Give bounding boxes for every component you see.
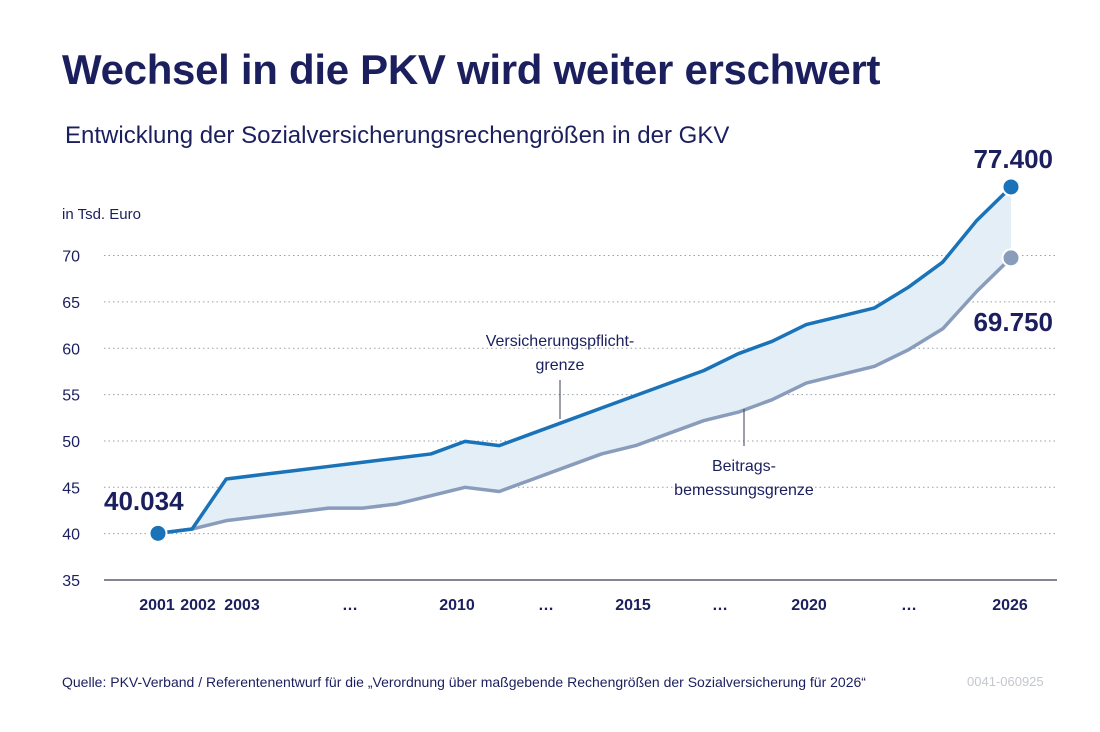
band-area <box>158 186 1011 534</box>
x-tick-label-5: … <box>538 597 554 614</box>
end-point-marker-versicherungspflichtgrenze <box>1001 177 1021 197</box>
series-label-versicherungspflichtgrenze-line-2: grenze <box>536 357 585 374</box>
y-tick-label-50: 50 <box>62 434 80 451</box>
series-line-versicherungspflichtgrenze <box>157 185 1013 536</box>
x-tick-label-0: 2001 <box>139 597 175 614</box>
x-tick-label-2: 2003 <box>224 597 260 614</box>
series-label-beitragsbemessungsgrenze-line-1: Beitrags- <box>712 458 776 475</box>
y-tick-label-65: 65 <box>62 295 80 312</box>
series-label-beitragsbemessungsgrenze-line-2: bemessungsgrenze <box>674 482 814 499</box>
source-note: Quelle: PKV-Verband / Referentenentwurf … <box>62 674 866 690</box>
x-tick-label-4: 2010 <box>439 597 475 614</box>
start-point-marker <box>148 523 168 543</box>
x-tick-label-10: 2026 <box>992 597 1028 614</box>
x-tick-label-9: … <box>901 597 917 614</box>
chart-title: Wechsel in die PKV wird weiter erschwert <box>62 46 881 93</box>
x-tick-label-3: … <box>342 597 358 614</box>
x-tick-label-6: 2015 <box>615 597 651 614</box>
y-tick-label-35: 35 <box>62 573 80 590</box>
y-axis-unit-label: in Tsd. Euro <box>62 206 141 223</box>
y-tick-label-70: 70 <box>62 249 80 266</box>
x-tick-label-8: 2020 <box>791 597 827 614</box>
chart-subtitle: Entwicklung der Sozialversicherungsreche… <box>65 122 730 149</box>
y-tick-label-60: 60 <box>62 341 80 358</box>
start-value-label: 40.034 <box>104 486 184 516</box>
end-point-marker-beitragsbemessungsgrenze <box>1001 248 1021 268</box>
y-tick-label-55: 55 <box>62 388 80 405</box>
x-tick-label-7: … <box>712 597 728 614</box>
y-tick-label-40: 40 <box>62 527 80 544</box>
end-value-label-beitragsbemessungsgrenze: 69.750 <box>973 307 1053 337</box>
end-value-label-versicherungspflichtgrenze: 77.400 <box>973 144 1053 174</box>
chart-code: 0041-060925 <box>967 674 1044 689</box>
x-tick-label-1: 2002 <box>180 597 216 614</box>
series-label-versicherungspflichtgrenze-line-1: Versicherungspflicht- <box>486 333 635 350</box>
series-line-beitragsbemessungsgrenze <box>157 256 1013 536</box>
y-tick-label-45: 45 <box>62 480 80 497</box>
